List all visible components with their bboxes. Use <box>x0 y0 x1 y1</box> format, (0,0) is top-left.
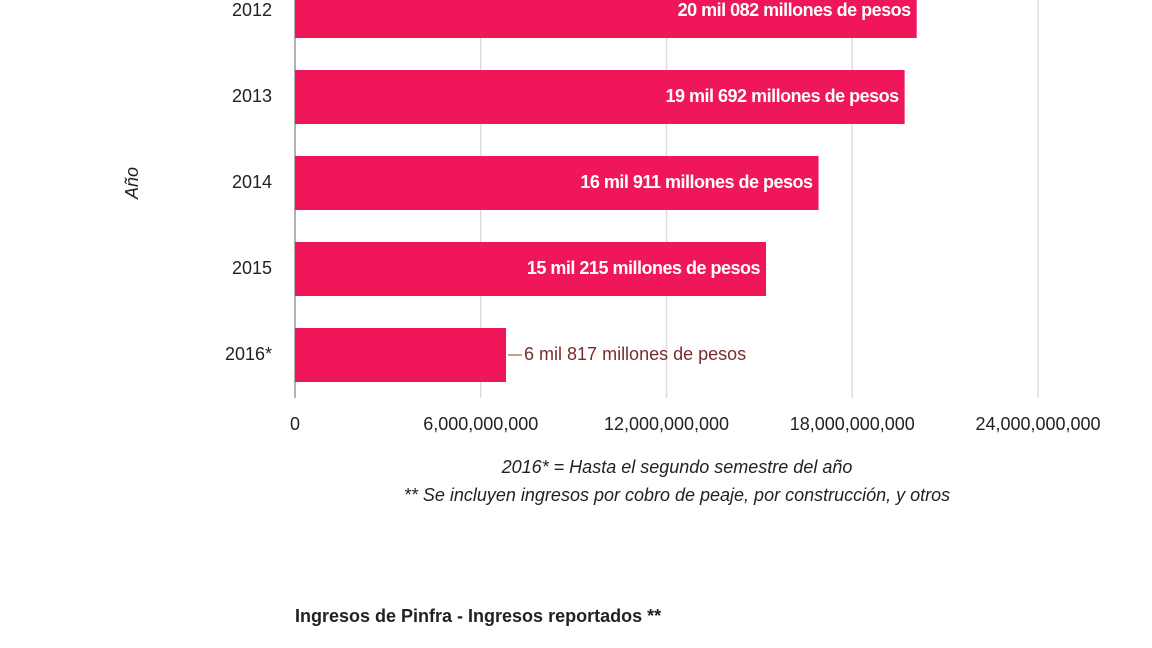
y-tick-label: 2012 <box>232 0 272 20</box>
y-axis-label: Año <box>122 167 142 200</box>
y-tick-label: 2015 <box>232 258 272 278</box>
bar <box>295 70 905 124</box>
data-label: 20 mil 082 millones de pesos <box>678 0 912 20</box>
footnote: ** Se incluyen ingresos por cobro de pea… <box>404 485 950 505</box>
bar <box>295 0 917 38</box>
data-label: 15 mil 215 millones de pesos <box>527 258 761 278</box>
data-label: 19 mil 692 millones de pesos <box>666 86 900 106</box>
y-tick-label: 2016* <box>225 344 272 364</box>
bar <box>295 242 767 296</box>
x-tick-label: 24,000,000,000 <box>975 414 1100 434</box>
x-tick-label: 12,000,000,000 <box>604 414 729 434</box>
y-tick-label: 2013 <box>232 86 272 106</box>
x-tick-label: 18,000,000,000 <box>790 414 915 434</box>
data-label: 16 mil 911 millones de pesos <box>580 172 813 192</box>
y-tick-label: 2014 <box>232 172 272 192</box>
bar <box>295 156 819 210</box>
bar <box>295 328 507 382</box>
footnote: 2016* = Hasta el segundo semestre del añ… <box>501 457 853 477</box>
x-tick-label: 0 <box>290 414 300 434</box>
data-label: 6 mil 817 millones de pesos <box>524 344 746 364</box>
x-tick-label: 6,000,000,000 <box>423 414 538 434</box>
chart-title: Ingresos de Pinfra - Ingresos reportados… <box>295 606 661 626</box>
